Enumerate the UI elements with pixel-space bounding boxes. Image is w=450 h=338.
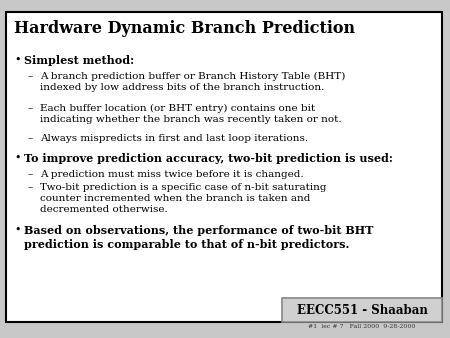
Text: Always mispredicts in first and last loop iterations.: Always mispredicts in first and last loo… — [40, 134, 308, 143]
Text: EECC551 - Shaaban: EECC551 - Shaaban — [297, 304, 428, 316]
Text: A prediction must miss twice before it is changed.: A prediction must miss twice before it i… — [40, 170, 304, 179]
Text: •: • — [14, 153, 21, 163]
Text: To improve prediction accuracy, two-bit prediction is used:: To improve prediction accuracy, two-bit … — [24, 153, 393, 164]
Text: •: • — [14, 55, 21, 65]
Text: –: – — [28, 183, 33, 192]
Text: –: – — [28, 104, 33, 113]
Text: Each buffer location (or BHT entry) contains one bit
indicating whether the bran: Each buffer location (or BHT entry) cont… — [40, 104, 342, 124]
Text: –: – — [28, 72, 33, 81]
Text: –: – — [28, 170, 33, 179]
Text: Two-bit prediction is a specific case of n-bit saturating
counter incremented wh: Two-bit prediction is a specific case of… — [40, 183, 327, 214]
Text: Hardware Dynamic Branch Prediction: Hardware Dynamic Branch Prediction — [14, 20, 355, 37]
FancyBboxPatch shape — [282, 298, 442, 322]
Text: Based on observations, the performance of two-bit BHT
prediction is comparable t: Based on observations, the performance o… — [24, 225, 374, 250]
Text: Simplest method:: Simplest method: — [24, 55, 134, 66]
Text: –: – — [28, 134, 33, 143]
Text: •: • — [14, 225, 21, 235]
Text: A branch prediction buffer or Branch History Table (BHT)
indexed by low address : A branch prediction buffer or Branch His… — [40, 72, 346, 92]
Text: #1  lec # 7   Fall 2000  9-28-2000: #1 lec # 7 Fall 2000 9-28-2000 — [308, 323, 416, 329]
